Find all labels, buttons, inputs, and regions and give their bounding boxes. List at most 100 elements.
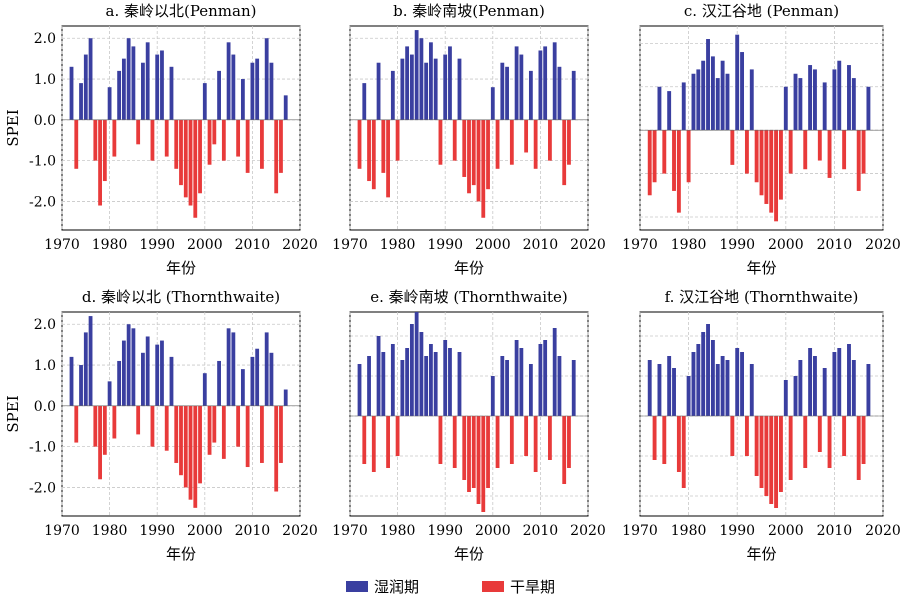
bar (429, 42, 433, 120)
panel-title: e. 秦岭南坡 (Thornthwaite) (370, 288, 568, 306)
bar (198, 119, 202, 194)
bar (457, 58, 462, 120)
x-tick-label: 1970 (44, 237, 80, 253)
bar (83, 332, 88, 406)
y-tick-label: 0.0 (34, 399, 56, 415)
bar (706, 324, 710, 416)
bar (696, 69, 701, 131)
bar (861, 130, 866, 174)
y-tick-label: 2.0 (34, 31, 56, 47)
x-tick-label: 1980 (671, 237, 707, 253)
bar (837, 348, 842, 416)
bar (376, 336, 381, 416)
bar (107, 381, 112, 406)
bar (725, 73, 730, 131)
bar (405, 46, 410, 120)
bar (851, 360, 856, 416)
bar (822, 82, 827, 131)
bar (433, 352, 438, 416)
bar (519, 54, 524, 120)
bar (155, 54, 160, 120)
bar (136, 119, 141, 145)
bar (93, 119, 98, 161)
x-tick-label: 1980 (380, 237, 416, 253)
x-tick-label: 1990 (719, 237, 755, 253)
bar (448, 46, 452, 120)
bar (362, 416, 367, 464)
bar (217, 360, 221, 406)
x-tick-label: 2010 (817, 237, 853, 253)
bar (231, 332, 236, 406)
bar (131, 46, 136, 120)
x-tick-label: 2000 (768, 237, 804, 253)
panel-title: b. 秦岭南坡(Penman) (393, 2, 545, 20)
bar (424, 62, 429, 120)
y-tick-label: -2.0 (29, 480, 56, 496)
bar (88, 38, 93, 120)
bar (672, 368, 676, 416)
x-tick-label: 2000 (187, 523, 223, 539)
bar (481, 119, 486, 218)
bar (112, 119, 117, 157)
bar (754, 416, 759, 476)
legend-wet-swatch (346, 581, 368, 592)
bar (433, 58, 438, 120)
x-tick-label: 1970 (44, 523, 80, 539)
legend-wet-label: 湿润期 (374, 578, 420, 596)
bar (490, 376, 495, 416)
x-tick-label: 2010 (235, 523, 271, 539)
bar (362, 83, 367, 120)
bar (169, 66, 174, 120)
bar (409, 54, 414, 120)
bar (164, 119, 169, 157)
bar (676, 130, 681, 213)
bar (759, 416, 764, 488)
bar (155, 344, 160, 406)
bar (250, 356, 255, 406)
bar (188, 119, 193, 206)
bar (390, 70, 395, 120)
bar (476, 416, 481, 504)
x-tick-label: 1980 (380, 523, 416, 539)
bar (207, 405, 212, 455)
bar (400, 58, 405, 120)
bar (260, 405, 264, 463)
bar (866, 86, 871, 131)
bar (250, 62, 255, 120)
bar (88, 316, 93, 406)
bar (783, 86, 788, 131)
bar (769, 130, 774, 213)
bar (552, 42, 557, 120)
bar (847, 344, 851, 416)
x-tick-label: 2010 (817, 523, 853, 539)
bar (419, 38, 424, 120)
bar (495, 416, 500, 468)
bar (740, 352, 745, 416)
bar (457, 352, 462, 416)
bar (720, 60, 725, 131)
bar (715, 78, 720, 131)
bar (424, 356, 429, 416)
bar (861, 416, 866, 464)
bar (691, 73, 696, 131)
bar (74, 119, 79, 169)
bar (443, 54, 448, 120)
bar (832, 352, 837, 416)
bar (202, 83, 207, 120)
bar (414, 30, 419, 120)
bar (866, 364, 871, 416)
x-tick-label: 1990 (719, 523, 755, 539)
bar (438, 119, 443, 165)
bar (509, 416, 514, 464)
bar (842, 130, 847, 170)
bar (662, 416, 667, 464)
bar (260, 119, 264, 169)
x-tick-label: 2020 (570, 523, 606, 539)
bar (121, 58, 126, 120)
bar (245, 405, 250, 468)
y-tick-label: 1.0 (34, 358, 56, 374)
bar (226, 328, 231, 406)
bar (212, 405, 217, 443)
bar (533, 416, 538, 472)
x-tick-label: 2010 (523, 237, 559, 253)
